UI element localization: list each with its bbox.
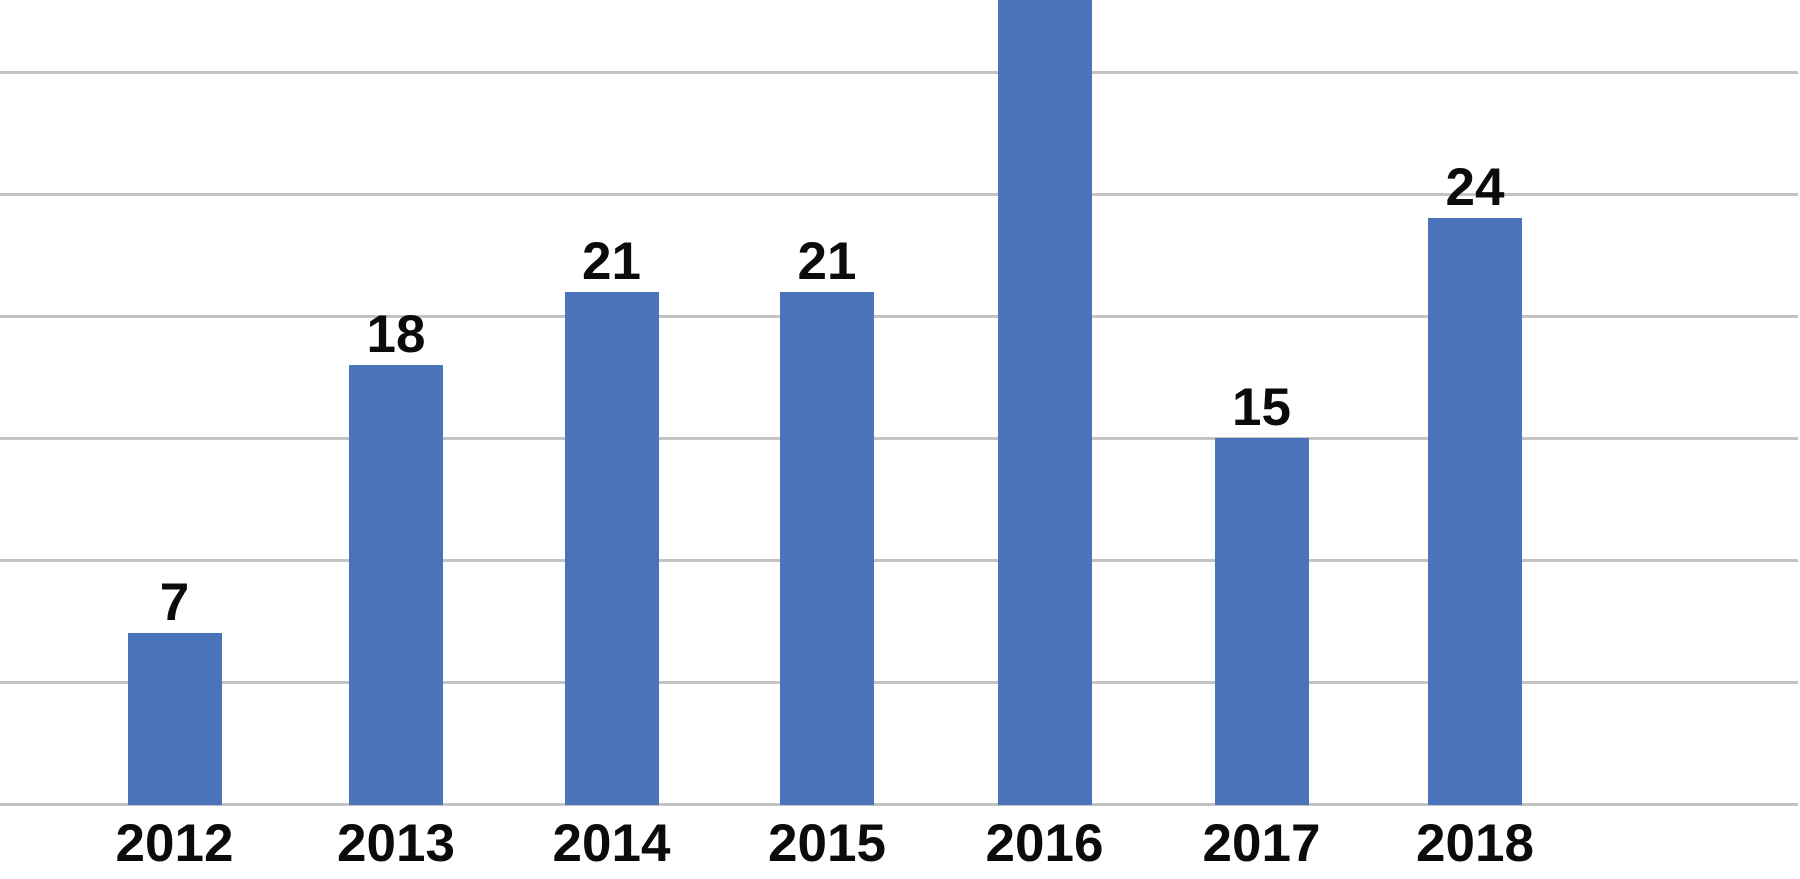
x-axis-label-2013: 2013: [337, 814, 455, 873]
bar-value-label-2017: 15: [1232, 378, 1291, 437]
bar-2013: [349, 364, 443, 805]
gridline: [0, 558, 1798, 562]
bar-2017: [1214, 438, 1309, 805]
bar-value-label-2013: 18: [366, 304, 426, 364]
x-axis-label-2014: 2014: [552, 814, 671, 873]
bar-2016: [997, 0, 1092, 805]
bar-value-label-2012: 7: [159, 573, 190, 633]
x-axis-line: [0, 802, 1798, 806]
bar-2018: [1428, 218, 1522, 805]
x-axis-label-2018: 2018: [1416, 814, 1534, 873]
x-axis-label-2017: 2017: [1202, 814, 1321, 873]
bar-value-label-2014: 21: [582, 231, 641, 291]
gridline: [0, 70, 1798, 74]
bar-2014: [564, 291, 659, 805]
gridline: [0, 436, 1798, 440]
bar-value-label-2018: 24: [1445, 158, 1505, 218]
gridline: [0, 314, 1798, 318]
x-axis-label-2015: 2015: [768, 814, 886, 873]
x-axis-label-2012: 2012: [115, 814, 234, 873]
gridline: [0, 680, 1798, 684]
x-axis-label-2016: 2016: [985, 814, 1104, 873]
bar-2015: [780, 291, 874, 805]
bar-2012: [127, 633, 222, 805]
bar-value-label-2015: 21: [797, 231, 857, 291]
gridline: [0, 192, 1798, 196]
